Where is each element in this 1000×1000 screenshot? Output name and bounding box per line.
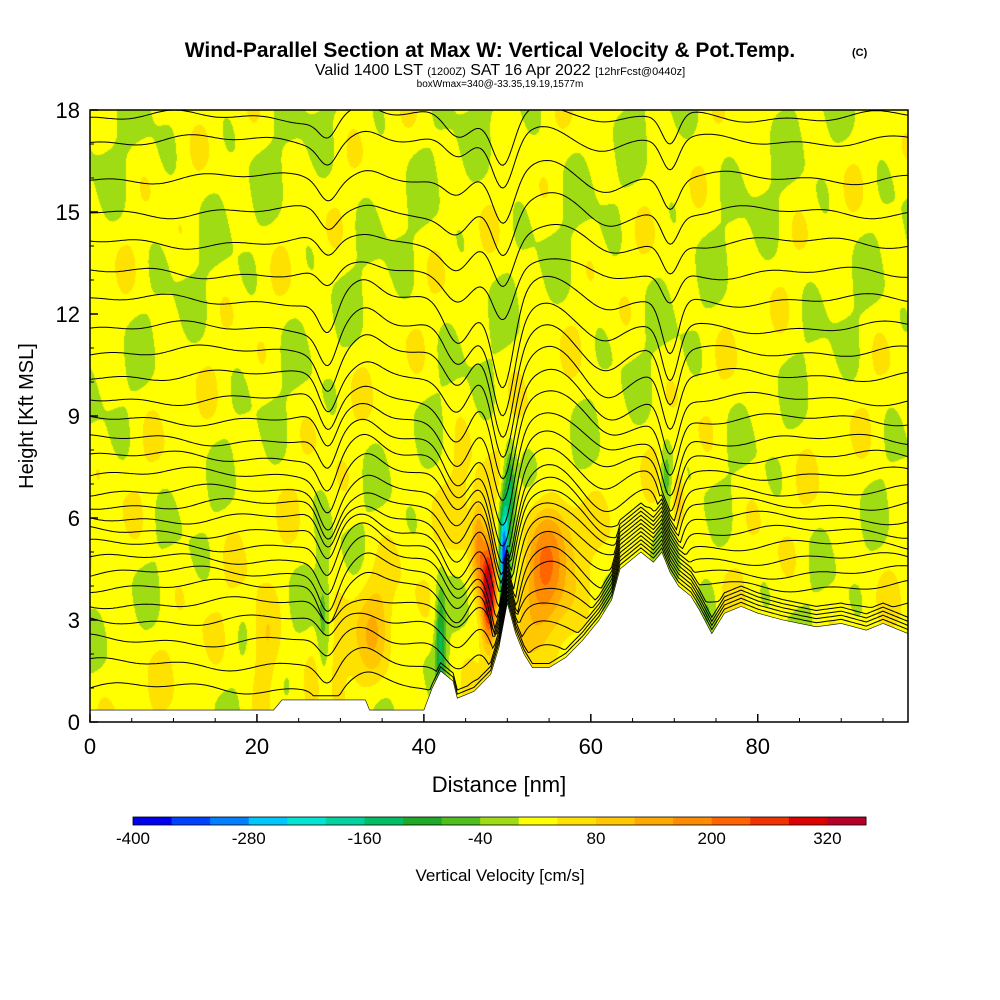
colorbar-swatch [827, 817, 867, 825]
chart-title: Wind-Parallel Section at Max W: Vertical… [185, 39, 796, 62]
colorbar-swatch [133, 817, 172, 825]
colorbar-swatch [480, 817, 520, 825]
colorbar-swatch [171, 817, 211, 825]
x-axis: 0 20 40 60 80 [84, 714, 884, 759]
chart-subtitle: boxWmax=340@-33.35,19.19,1577m [417, 79, 584, 90]
isentrope-line [90, 430, 908, 547]
y-tick-label: 18 [56, 98, 80, 123]
valid-time-line: Valid 1400 LST (1200Z) SAT 16 Apr 2022 [… [315, 62, 685, 79]
isentrope-line [90, 534, 908, 650]
isentrope-line [90, 522, 908, 634]
colorbar-tick-label: 320 [813, 829, 841, 848]
isentrope-line [90, 447, 908, 564]
isentrope-line [90, 258, 908, 321]
colorbar-frame [132, 816, 867, 826]
colorbar-tick-label: -160 [347, 829, 381, 848]
colorbar-swatch [595, 817, 635, 825]
isentrope-line [90, 514, 908, 619]
colorbar-swatch [403, 817, 443, 825]
isentrope-line [90, 546, 908, 697]
colorbar-swatch [634, 817, 674, 825]
isentrope-line [90, 224, 908, 288]
colorbar-tick-label: -400 [116, 829, 150, 848]
colorbar-swatch [325, 817, 365, 825]
forecast-hour: [12hrFcst@0440z] [595, 66, 685, 78]
isentrope-line [90, 192, 908, 257]
valid-time-local: Valid 1400 LST [315, 62, 423, 79]
isentrope-line [90, 324, 908, 438]
isentrope-line [90, 489, 908, 592]
isentrope-line [90, 390, 908, 501]
isentrope-line [90, 412, 908, 526]
y-axis: 0 3 6 9 12 15 18 [56, 98, 98, 735]
isentrope-line [90, 159, 908, 224]
terrain [89, 551, 909, 723]
isentrope-line [90, 518, 908, 631]
colorbar-tick-label: 80 [586, 829, 605, 848]
colorbar-swatch [518, 817, 558, 825]
colorbar-swatch [711, 817, 751, 825]
isentrope-line [90, 275, 908, 389]
y-tick-label: 15 [56, 200, 80, 225]
x-axis-label: Distance [nm] [432, 772, 567, 797]
colorbar-swatch [441, 817, 481, 825]
y-tick-label: 6 [68, 506, 80, 531]
isentrope-line [90, 345, 908, 458]
chart-title-block: Wind-Parallel Section at Max W: Vertical… [185, 39, 868, 90]
colorbar-swatch [248, 817, 288, 825]
y-axis-label: Height [Kft MSL] [16, 343, 38, 489]
colorbar-tick-label: 200 [697, 829, 725, 848]
colorbar-swatch [673, 817, 713, 825]
y-tick-label: 0 [68, 710, 80, 735]
valid-time-utc: (1200Z) [427, 66, 466, 78]
y-tick-label: 9 [68, 404, 80, 429]
colorbar-label: Vertical Velocity [cm/s] [415, 866, 584, 885]
colorbar: -400 -280 -160 -40 80 200 320 [116, 816, 867, 848]
y-tick-label: 12 [56, 302, 80, 327]
isentrope-line [90, 110, 908, 166]
colorbar-swatch [788, 817, 828, 825]
colorbar-swatch [210, 817, 250, 825]
potential-temperature-contours [90, 110, 908, 697]
colorbar-swatch [364, 817, 404, 825]
x-tick-label: 60 [579, 734, 603, 759]
isentrope-line [90, 476, 908, 585]
colorbar-swatch [557, 817, 597, 825]
isentrope-line [90, 526, 908, 637]
isentrope-line [90, 502, 908, 608]
y-tick-label: 3 [68, 608, 80, 633]
x-tick-label: 80 [746, 734, 770, 759]
colorbar-swatch [750, 817, 790, 825]
valid-date: SAT 16 Apr 2022 [470, 62, 590, 79]
colorbar-swatch [287, 817, 327, 825]
x-tick-label: 40 [412, 734, 436, 759]
isentrope-line [90, 542, 908, 691]
isentrope-line [90, 530, 908, 636]
x-tick-label: 20 [245, 734, 269, 759]
colorbar-tick-label: -40 [468, 829, 493, 848]
isentrope-line [90, 538, 908, 670]
colorbar-tick-label: -280 [232, 829, 266, 848]
isentrope-line [90, 302, 908, 417]
isentrope-line [90, 368, 908, 480]
x-tick-label: 0 [84, 734, 96, 759]
plot-area [89, 109, 909, 723]
copyright-mark: (C) [852, 47, 868, 59]
isentrope-line [90, 126, 908, 189]
isentrope-line [90, 464, 908, 576]
